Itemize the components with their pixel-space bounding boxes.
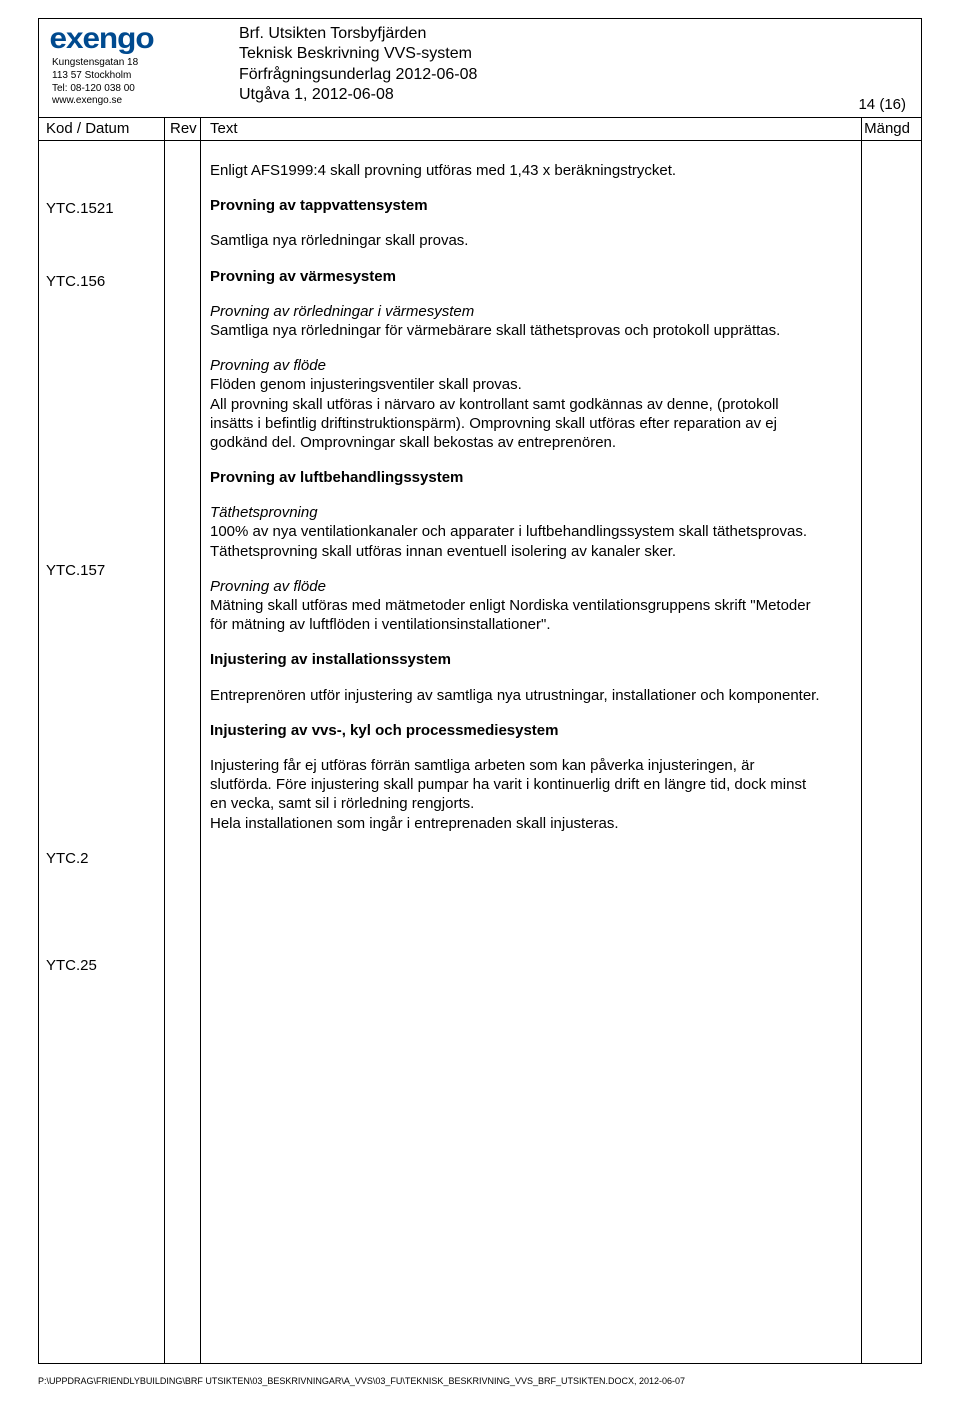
paragraph: Samtliga nya rörledningar skall provas. <box>210 231 820 250</box>
addr-line: 113 57 Stockholm <box>52 70 222 83</box>
section-heading: Provning av värmesystem <box>210 267 820 286</box>
doc-line: Förfrågningsunderlag 2012-06-08 <box>239 65 477 85</box>
col-header-kod: Kod / Datum <box>46 120 129 137</box>
italic-subheading: Provning av flöde <box>210 578 326 595</box>
kod-column: YTC.1521 YTC.156 YTC.157 YTC.2 YTC.25 <box>46 141 156 975</box>
col-header-text: Text <box>210 120 238 137</box>
paragraph-group: Provning av rörledningar i värmesystem S… <box>210 302 820 340</box>
addr-line: www.exengo.se <box>52 95 222 108</box>
section-code: YTC.157 <box>46 561 156 580</box>
doc-line: Teknisk Beskrivning VVS-system <box>239 44 477 64</box>
paragraph-text: Samtliga nya rörledningar för värmebärar… <box>210 322 780 339</box>
italic-subheading: Provning av rörledningar i värmesystem <box>210 303 474 320</box>
paragraph-group: Injustering får ej utföras förrän samtli… <box>210 756 820 833</box>
paragraph-text: Flöden genom injusteringsventiler skall … <box>210 376 522 393</box>
section-code: YTC.25 <box>46 956 156 975</box>
paragraph-text: 100% av nya ventilationkanaler och appar… <box>210 523 807 540</box>
col-header-mangd: Mängd <box>864 120 910 137</box>
paragraph: Entreprenören utför injustering av samtl… <box>210 686 820 705</box>
paragraph-text: All provning skall utföras i närvaro av … <box>210 396 779 451</box>
italic-subheading: Provning av flöde <box>210 357 326 374</box>
paragraph-text: Mätning skall utföras med mätmetoder enl… <box>210 597 811 633</box>
doc-line: Utgåva 1, 2012-06-08 <box>239 85 477 105</box>
section-heading: Provning av tappvattensystem <box>210 196 820 215</box>
logo-block: exengo Kungstensgatan 18 113 57 Stockhol… <box>52 24 222 108</box>
header: exengo Kungstensgatan 18 113 57 Stockhol… <box>38 18 922 118</box>
body-area: YTC.1521 YTC.156 YTC.157 YTC.2 YTC.25 En… <box>38 141 922 1364</box>
section-code: YTC.1521 <box>46 199 156 218</box>
addr-line: Tel: 08-120 038 00 <box>52 83 222 96</box>
text-column: Enligt AFS1999:4 skall provning utföras … <box>210 141 820 849</box>
doc-line: Brf. Utsikten Torsbyfjärden <box>239 24 477 44</box>
paragraph: Enligt AFS1999:4 skall provning utföras … <box>210 161 820 180</box>
document-title-block: Brf. Utsikten Torsbyfjärden Teknisk Besk… <box>239 24 477 106</box>
logo-text: exengo <box>50 24 154 54</box>
paragraph-group: Provning av flöde Mätning skall utföras … <box>210 577 820 635</box>
company-address: Kungstensgatan 18 113 57 Stockholm Tel: … <box>52 57 222 108</box>
company-logo: exengo <box>52 24 222 54</box>
addr-line: Kungstensgatan 18 <box>52 57 222 70</box>
col-header-rev: Rev <box>170 120 197 137</box>
section-heading: Injustering av vvs-, kyl och processmedi… <box>210 721 820 740</box>
page-number: 14 (16) <box>858 96 906 113</box>
section-code: YTC.2 <box>46 849 156 868</box>
italic-subheading: Täthetsprovning <box>210 504 318 521</box>
paragraph-group: Provning av flöde Flöden genom injusteri… <box>210 356 820 452</box>
paragraph-text: Täthetsprovning skall utföras innan even… <box>210 543 676 560</box>
section-code: YTC.156 <box>46 272 156 291</box>
section-heading: Provning av luftbehandlingssystem <box>210 468 820 487</box>
page: exengo Kungstensgatan 18 113 57 Stockhol… <box>0 0 960 1424</box>
paragraph-text: Injustering får ej utföras förrän samtli… <box>210 757 806 812</box>
section-heading: Injustering av installationssystem <box>210 650 820 669</box>
footer-path: P:\UPPDRAG\FRIENDLYBUILDING\BRF UTSIKTEN… <box>38 1376 685 1386</box>
paragraph-group: Täthetsprovning 100% av nya ventilationk… <box>210 503 820 561</box>
paragraph-text: Hela installationen som ingår i entrepre… <box>210 815 619 832</box>
